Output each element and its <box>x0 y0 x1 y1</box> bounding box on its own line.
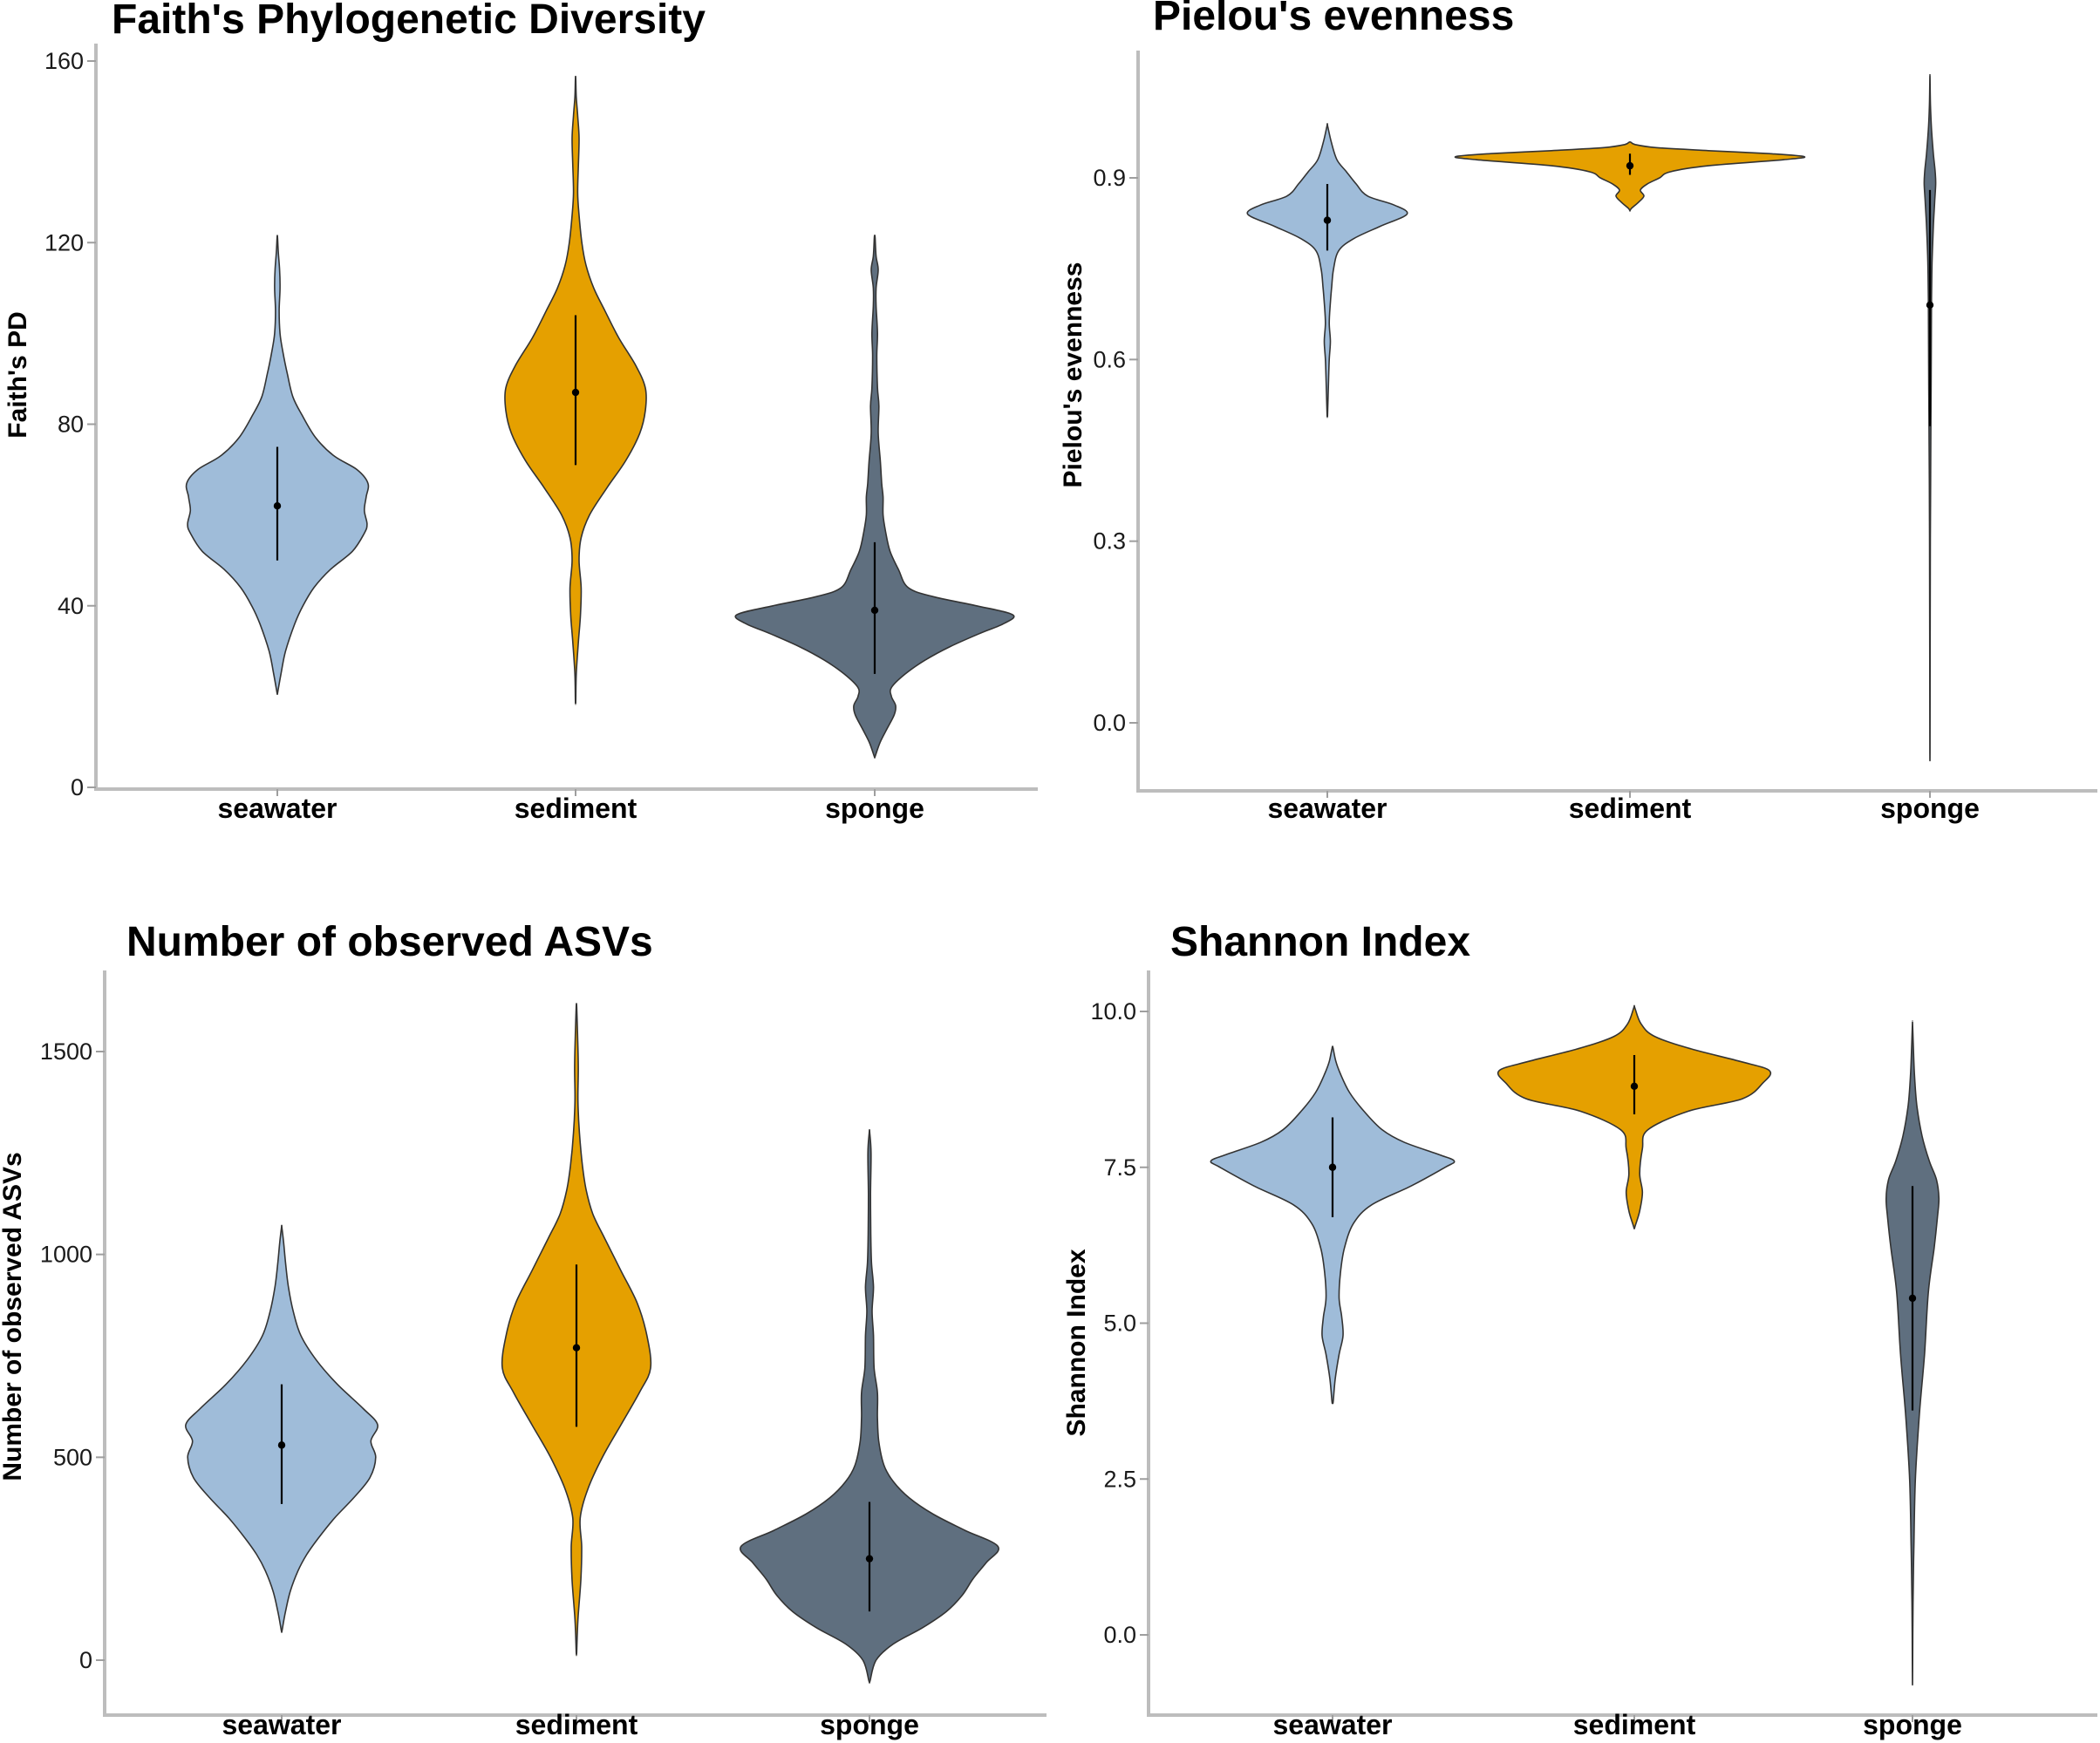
pielou-median-point-sponge <box>1926 301 1934 310</box>
shannon-y-tick-label: 0.0 <box>1103 1622 1136 1648</box>
observed-x-tick-seawater: seawater <box>222 1709 342 1740</box>
observed-x-tick-sponge: sponge <box>820 1709 919 1740</box>
faith-median-point-sponge <box>870 606 879 615</box>
faith-pd-panel: Faith's Phylogenetic Diversity Faith's P… <box>3 0 1038 824</box>
shannon-median-point-seawater <box>1328 1163 1337 1171</box>
observed-panel-title: Number of observed ASVs <box>126 919 653 965</box>
faith-median-point-seawater <box>273 502 282 510</box>
faith-y-tick-label: 160 <box>44 48 84 74</box>
pielou-plot-area: 0.0 0.3 0.6 0.9 <box>1093 51 2097 798</box>
pielou-x-tick-sediment: sediment <box>1569 793 1692 824</box>
faith-y-axis-title: Faith's PD <box>3 311 32 439</box>
pielou-median-point-seawater <box>1323 216 1332 224</box>
shannon-x-tick-sediment: sediment <box>1573 1709 1696 1740</box>
faith-x-tick-sediment: sediment <box>515 793 638 824</box>
pielou-violin-seawater <box>1246 123 1408 419</box>
observed-y-tick-label: 500 <box>53 1444 92 1470</box>
faith-y-tick-label: 40 <box>58 593 84 619</box>
pielou-y-tick-label: 0.3 <box>1093 528 1126 555</box>
shannon-y-tick-label: 10.0 <box>1090 998 1136 1025</box>
faith-y-tick-label: 80 <box>58 412 84 438</box>
shannon-y-tick-label: 7.5 <box>1103 1154 1136 1181</box>
faith-x-tick-seawater: seawater <box>218 793 338 824</box>
pielou-axis-lines <box>1136 51 2097 793</box>
pielou-y-tick-label: 0.9 <box>1093 165 1126 191</box>
pielou-panel-title: Pielou's evenness <box>1153 0 1514 39</box>
shannon-median-point-sponge <box>1908 1294 1917 1303</box>
observed-x-tick-sediment: sediment <box>515 1709 638 1740</box>
observed-asvs-panel: Number of observed ASVs Number of observ… <box>0 919 1047 1740</box>
pielou-panel: Pielou's evenness Pielou's evenness 0.00… <box>1059 0 2097 824</box>
shannon-x-tick-sponge: sponge <box>1863 1709 1962 1740</box>
faith-plot-area: 0 40 80 120 160 <box>44 44 1038 800</box>
observed-y-tick-label: 1000 <box>40 1242 92 1268</box>
shannon-violin-sediment <box>1497 1004 1772 1229</box>
pielou-x-tick-seawater: seawater <box>1268 793 1388 824</box>
faith-panel-title: Faith's Phylogenetic Diversity <box>112 0 706 43</box>
shannon-y-tick-label: 2.5 <box>1103 1466 1136 1492</box>
observed-y-tick-label: 1500 <box>40 1038 92 1065</box>
observed-median-point-sponge <box>865 1555 874 1563</box>
faith-y-tick-label: 0 <box>71 774 84 800</box>
observed-y-tick-label: 0 <box>79 1647 92 1673</box>
pielou-x-tick-sponge: sponge <box>1880 793 1980 824</box>
observed-median-point-seawater <box>277 1441 286 1449</box>
shannon-panel: Shannon Index Shannon Index 0.0 2.5 5.0 7.5… <box>1062 919 2097 1740</box>
shannon-panel-title: Shannon Index <box>1170 919 1470 965</box>
pielou-median-point-sediment <box>1626 161 1634 170</box>
shannon-axis-lines <box>1147 970 2097 1717</box>
pielou-y-tick-label: 0.0 <box>1093 710 1126 736</box>
shannon-median-point-sediment <box>1630 1082 1639 1091</box>
faith-axis-lines <box>94 44 1038 791</box>
faith-y-tick-label: 120 <box>44 229 84 255</box>
observed-violin-sponge <box>740 1129 999 1685</box>
shannon-y-axis-title: Shannon Index <box>1062 1249 1091 1436</box>
observed-y-axis-title: Number of observed ASVs <box>0 1152 27 1481</box>
pielou-violin-sediment <box>1454 140 1806 213</box>
shannon-violin-seawater <box>1210 1045 1456 1405</box>
faith-x-tick-sponge: sponge <box>825 793 924 824</box>
pielou-y-tick-label: 0.6 <box>1093 346 1126 372</box>
observed-axis-lines <box>103 970 1047 1717</box>
faith-violin-sponge <box>734 235 1015 759</box>
observed-plot-area: 0 500 1000 1500 <box>40 970 1047 1722</box>
pielou-y-axis-title: Pielou's evenness <box>1059 262 1088 488</box>
shannon-x-tick-seawater: seawater <box>1273 1709 1393 1740</box>
shannon-plot-area: 0.0 2.5 5.0 7.5 10.0 <box>1090 970 2097 1722</box>
observed-median-point-sediment <box>572 1344 581 1352</box>
faith-median-point-sediment <box>571 388 580 397</box>
shannon-y-tick-label: 5.0 <box>1103 1311 1136 1337</box>
